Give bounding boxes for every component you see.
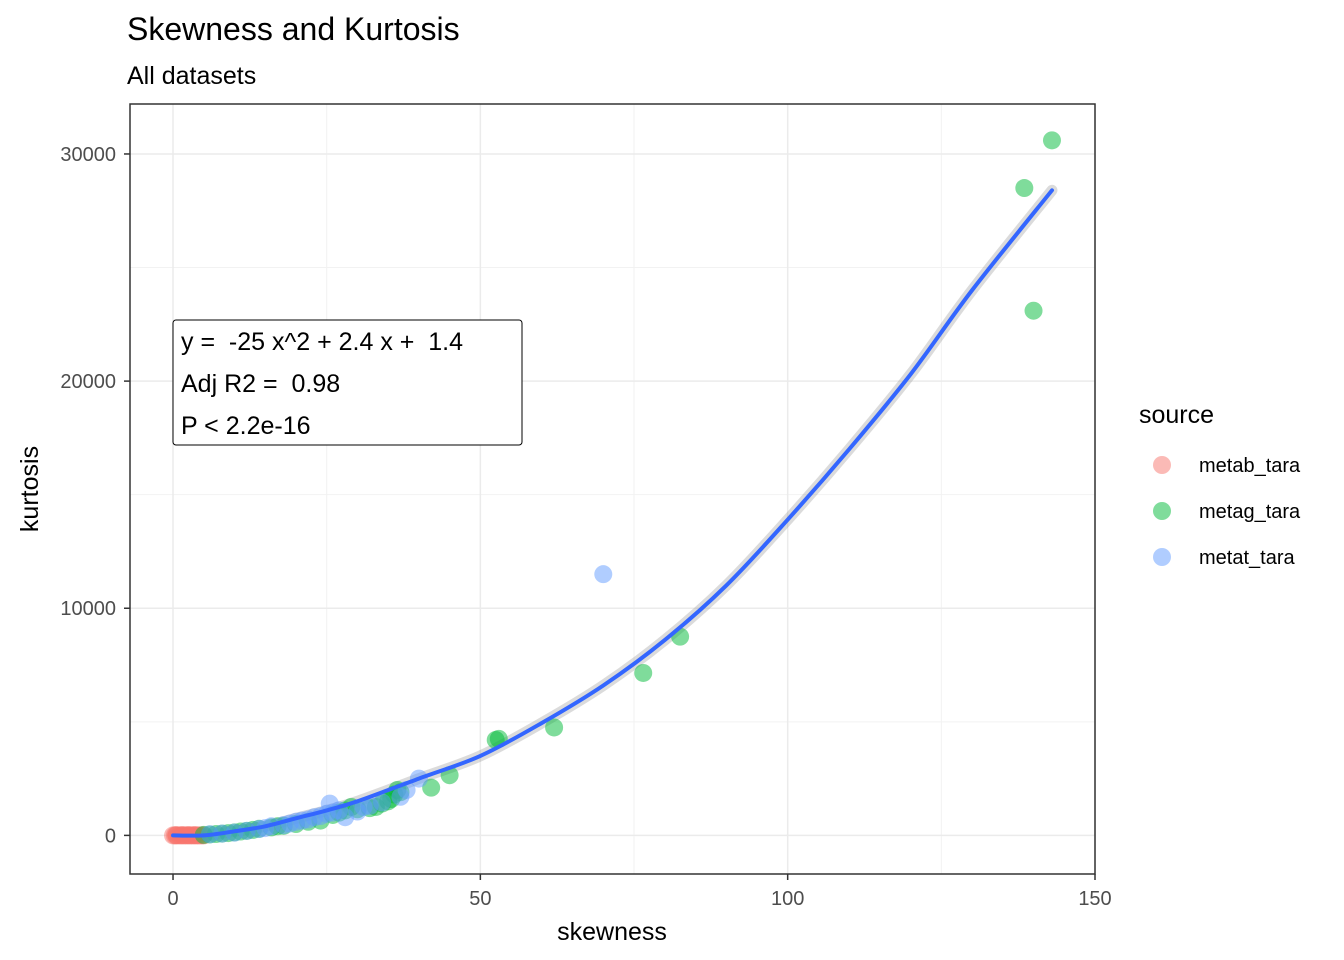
chart-title: Skewness and Kurtosis <box>127 11 460 47</box>
point-metag-tara <box>1024 301 1043 320</box>
annotation-box <box>172 319 523 446</box>
point-metag-tara <box>634 663 653 682</box>
point-metag-tara <box>422 778 441 797</box>
scatter-points <box>164 131 1061 845</box>
point-metag-tara <box>545 718 564 737</box>
grid-lines <box>130 104 1096 874</box>
legend-label-metag-tara: metag_tara <box>1199 501 1301 523</box>
legend-label-metab-tara: metab_tara <box>1199 455 1301 477</box>
legend-title: source <box>1139 401 1214 429</box>
fit-confidence-ribbon <box>167 184 1058 842</box>
y-tick-label: 30000 <box>60 144 116 166</box>
annotation-p-value: P < 2.2e-16 <box>181 412 311 440</box>
legend: source metab_tara metag_tara metat_tara <box>1139 401 1301 569</box>
legend-key-metab-tara <box>1153 456 1171 474</box>
legend-key-metag-tara <box>1153 502 1171 520</box>
axis-ticks: 0 50 100 150 0 10000 20000 30000 <box>60 144 1111 910</box>
x-tick-label: 150 <box>1078 888 1111 910</box>
fit-line <box>171 188 1054 838</box>
y-tick-label: 10000 <box>60 598 116 620</box>
legend-label-metat-tara: metat_tara <box>1199 547 1295 569</box>
y-tick-label: 0 <box>105 825 116 847</box>
x-tick-label: 0 <box>167 888 178 910</box>
panel-border <box>129 103 1096 875</box>
y-tick-label: 20000 <box>60 371 116 393</box>
annotation-equation: y = -25 x^2 + 2.4 x + 1.4 <box>181 328 463 356</box>
point-metag-tara <box>1042 131 1061 150</box>
x-axis-title: skewness <box>557 918 667 946</box>
fit-annotation: y = -25 x^2 + 2.4 x + 1.4 Adj R2 = 0.98 … <box>172 319 523 446</box>
fit-ribbon <box>167 184 1058 842</box>
x-tick-label: 100 <box>771 888 804 910</box>
legend-key-metat-tara <box>1153 548 1171 566</box>
point-metat-tara <box>373 793 392 812</box>
y-axis-title: kurtosis <box>16 446 44 532</box>
point-metag-tara <box>1015 179 1034 198</box>
fit-line-group <box>171 188 1054 838</box>
point-metat-tara <box>594 565 613 584</box>
annotation-adj-r2: Adj R2 = 0.98 <box>181 370 340 398</box>
x-tick-label: 50 <box>469 888 491 910</box>
chart-subtitle: All datasets <box>127 62 256 90</box>
